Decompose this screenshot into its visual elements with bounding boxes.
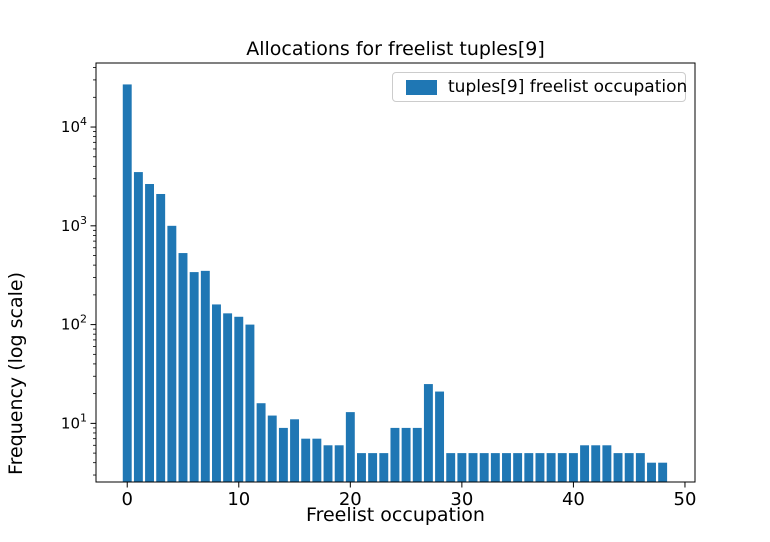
bar	[490, 453, 500, 482]
bar	[635, 453, 645, 482]
x-tick-label: 0	[122, 489, 133, 510]
bar	[446, 453, 456, 482]
chart-title: Allocations for freelist tuples[9]	[246, 38, 545, 60]
y-axis-label-text: Frequency (log scale)	[5, 271, 27, 475]
y-tick-label: 102	[61, 313, 87, 334]
bar	[602, 445, 612, 482]
bar	[122, 84, 132, 483]
legend: tuples[9] freelist occupation	[392, 72, 688, 102]
x-tick-label: 20	[339, 489, 362, 510]
bar	[223, 313, 233, 482]
bar	[647, 462, 656, 482]
bar	[200, 270, 210, 482]
bar	[591, 445, 601, 482]
bar	[546, 453, 556, 482]
bar	[557, 453, 567, 482]
bar	[468, 453, 478, 482]
bar	[624, 453, 634, 482]
x-tick-label: 40	[562, 489, 585, 510]
bar	[524, 453, 534, 482]
x-tick-label: 30	[450, 489, 473, 510]
bar	[334, 445, 344, 482]
bar	[423, 384, 433, 482]
bar	[278, 427, 288, 482]
bar	[234, 316, 244, 482]
bar	[435, 391, 445, 482]
bar	[167, 225, 177, 482]
bar	[390, 427, 400, 482]
bar	[290, 419, 300, 482]
bar	[267, 415, 277, 482]
x-axis-label: Freelist occupation	[306, 504, 485, 526]
bar	[301, 438, 311, 482]
y-tick-label: 103	[61, 214, 87, 235]
bar	[145, 184, 154, 482]
bar	[401, 427, 411, 482]
bar	[479, 453, 489, 482]
bar	[658, 462, 668, 482]
legend-swatch-icon	[406, 79, 437, 95]
axes-spines	[95, 62, 696, 483]
bar	[133, 172, 143, 482]
bar	[178, 253, 188, 482]
bar	[357, 453, 366, 482]
bar	[156, 193, 166, 483]
bar	[312, 438, 322, 482]
bar	[256, 403, 266, 482]
bar	[568, 453, 578, 482]
bar	[580, 445, 590, 482]
bar	[379, 453, 389, 482]
bar	[412, 427, 422, 482]
legend-label: tuples[9] freelist occupation	[448, 77, 688, 97]
bar	[613, 453, 623, 482]
bar	[323, 445, 333, 482]
x-tick-label: 10	[227, 489, 250, 510]
bar	[457, 453, 467, 482]
bar	[212, 304, 221, 482]
bar	[245, 324, 255, 482]
bar	[345, 412, 355, 482]
bar	[368, 453, 378, 482]
x-tick-label: 50	[674, 489, 697, 510]
bar	[189, 272, 199, 482]
y-tick-label: 101	[61, 411, 87, 432]
bar	[513, 453, 523, 482]
y-tick-label: 104	[61, 115, 87, 136]
bar	[502, 453, 511, 482]
bar	[535, 453, 545, 482]
